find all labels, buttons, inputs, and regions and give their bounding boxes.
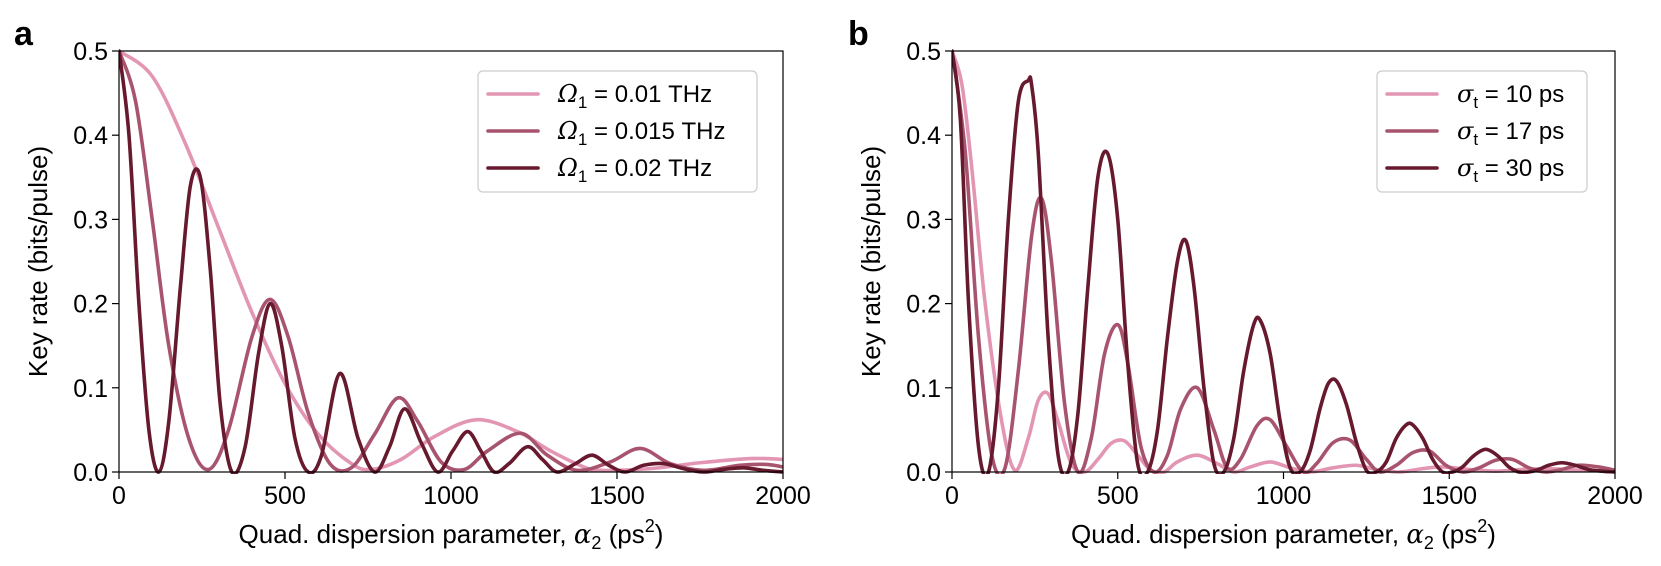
- x-tick-label: 1000: [1256, 482, 1312, 510]
- legend-subscript: 1: [578, 93, 587, 112]
- legend-value: = 0.02 THz: [587, 155, 712, 182]
- legend-box: [1376, 70, 1588, 193]
- legend-symbol: Ω: [557, 154, 578, 182]
- legend-subscript: t: [1473, 130, 1478, 149]
- legend-entry-2: Ω1 = 0.015 THz: [557, 117, 725, 149]
- y-tick-label: 0.1: [906, 375, 941, 403]
- y-tick-label: 0.2: [73, 291, 108, 319]
- legend-subscript: t: [1473, 93, 1478, 112]
- series-line-3: [952, 49, 1615, 474]
- x-label-unit: (ps: [601, 519, 644, 549]
- legend-value: = 0.015 THz: [587, 118, 725, 145]
- y-tick-label: 0.3: [73, 206, 108, 234]
- x-tick-label: 1500: [1421, 482, 1477, 510]
- x-tick-label: 500: [1097, 482, 1139, 510]
- x-label-prefix: Quad. dispersion parameter,: [239, 519, 574, 549]
- legend-value: = 0.01 THz: [587, 81, 712, 108]
- x-label-subscript: 2: [1424, 533, 1434, 553]
- x-label-unit-close: ): [1487, 519, 1496, 549]
- x-tick-label: 2000: [1587, 482, 1643, 510]
- legend-entry-1: σt = 10 ps: [1457, 80, 1564, 112]
- legend-symbol: σ: [1457, 154, 1474, 182]
- plot-area: [952, 49, 1615, 474]
- x-tick-label: 2000: [755, 482, 811, 510]
- x-label-subscript: 2: [591, 533, 601, 553]
- legend-symbol: Ω: [557, 80, 578, 108]
- legend-entry-3: Ω1 = 0.02 THz: [557, 154, 712, 186]
- series-line-2: [119, 49, 783, 473]
- y-tick-label: 0.5: [906, 38, 941, 66]
- x-tick-label: 500: [264, 482, 306, 510]
- y-axis-label: Key rate (bits/pulse): [23, 146, 53, 377]
- legend-subscript: t: [1473, 167, 1478, 186]
- panel-label: a: [14, 15, 34, 53]
- legend-entry-1: Ω1 = 0.01 THz: [557, 80, 712, 112]
- legend-value: = 30 ps: [1478, 155, 1564, 182]
- x-label-symbol: α: [574, 520, 592, 550]
- y-axis-label: Key rate (bits/pulse): [856, 146, 886, 377]
- legend-symbol: σ: [1457, 117, 1474, 145]
- legend-symbol: Ω: [557, 117, 578, 145]
- legend-entry-3: σt = 30 ps: [1457, 154, 1564, 186]
- x-label-symbol: α: [1406, 520, 1424, 550]
- x-label-superscript: 2: [645, 516, 655, 536]
- x-label-unit: (ps: [1434, 519, 1477, 549]
- legend-value: = 10 ps: [1478, 81, 1564, 108]
- y-tick-label: 0.5: [73, 38, 108, 66]
- y-tick-label: 0.3: [906, 206, 941, 234]
- x-axis-label: Quad. dispersion parameter, α2 (ps2): [1071, 516, 1496, 553]
- legend-entry-2: σt = 17 ps: [1457, 117, 1564, 149]
- legend-value: = 17 ps: [1478, 118, 1564, 145]
- y-tick-label: 0.0: [906, 459, 941, 487]
- legend-box: [477, 70, 758, 193]
- x-axis-label: Quad. dispersion parameter, α2 (ps2): [239, 516, 664, 553]
- legend-subscript: 1: [578, 130, 587, 149]
- series-line-1: [119, 49, 783, 473]
- legend-symbol: σ: [1457, 80, 1474, 108]
- y-tick-label: 0.2: [906, 291, 941, 319]
- x-label-superscript: 2: [1477, 516, 1487, 536]
- y-tick-label: 0.4: [73, 122, 108, 150]
- x-tick-label: 0: [112, 482, 126, 510]
- x-tick-label: 1000: [423, 482, 479, 510]
- y-tick-label: 0.4: [906, 122, 941, 150]
- y-tick-label: 0.0: [73, 459, 108, 487]
- legend-subscript: 1: [578, 167, 587, 186]
- y-tick-label: 0.1: [73, 375, 108, 403]
- x-label-prefix: Quad. dispersion parameter,: [1071, 519, 1406, 549]
- x-tick-label: 1500: [589, 482, 645, 510]
- x-tick-label: 0: [945, 482, 959, 510]
- chart-panel-b: b 0 500 1000 1500 2000 0.0 0.1 0.2 0.3 0.4 0.5 Key r…: [848, 15, 1643, 553]
- x-label-unit-close: ): [655, 519, 664, 549]
- chart-panel-a: a 0 500 1000 1500 2000 0.0 0.1 0.2 0.3 0.4 0.5 Key r…: [14, 15, 811, 553]
- panel-label: b: [848, 15, 869, 53]
